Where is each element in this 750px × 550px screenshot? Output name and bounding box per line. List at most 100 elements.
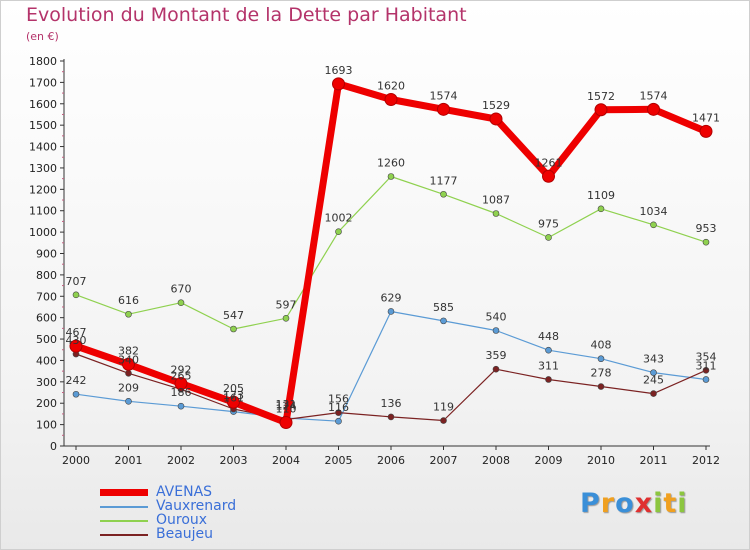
data-point (335, 228, 342, 235)
data-point (125, 310, 132, 318)
data-label: 110 (276, 402, 297, 415)
data-label: 1109 (587, 189, 615, 202)
logo-letter: o (615, 488, 635, 519)
data-label: 1529 (482, 99, 510, 112)
logo-letter: P (580, 488, 601, 519)
x-tick-label: 2000 (62, 454, 90, 467)
data-point (177, 402, 185, 410)
legend-item: AVENAS (100, 484, 300, 500)
data-point (125, 369, 132, 377)
data-point (597, 205, 605, 213)
y-tick-label: 1000 (29, 226, 57, 239)
data-point (384, 93, 398, 106)
legend-swatch (100, 534, 148, 536)
data-label: 292 (171, 364, 192, 377)
y-tick-label: 600 (36, 312, 57, 325)
data-label: 343 (643, 353, 664, 366)
x-tick-label: 2009 (535, 454, 563, 467)
data-point (647, 102, 660, 116)
logo-letter: r (600, 488, 616, 519)
data-point (542, 169, 555, 183)
legend-item: Vauxrenard (100, 498, 300, 514)
data-label: 1620 (377, 80, 405, 93)
y-tick-label: 100 (36, 419, 57, 432)
y-tick-label: 800 (36, 269, 57, 282)
data-point (227, 395, 240, 409)
data-point (597, 355, 605, 363)
proxiti-logo: Proxiti (580, 488, 688, 519)
chart-title: Evolution du Montant de la Dette par Hab… (26, 4, 467, 26)
data-point (122, 357, 135, 371)
logo-letter: i (677, 488, 688, 519)
data-label: 1572 (587, 90, 615, 103)
data-label: 1260 (377, 157, 405, 170)
x-tick-label: 2004 (272, 454, 300, 467)
logo-letter: i (653, 488, 664, 519)
data-point (702, 376, 710, 383)
x-tick-label: 2008 (482, 454, 510, 467)
y-tick-label: 1400 (29, 141, 57, 154)
data-point (72, 291, 80, 299)
x-tick-label: 2002 (167, 454, 195, 467)
data-point (594, 103, 608, 117)
data-label: 116 (328, 401, 349, 414)
data-label: 131 (276, 398, 297, 411)
data-point (174, 377, 188, 391)
data-point (440, 190, 447, 198)
data-label: 448 (538, 330, 559, 343)
x-tick-label: 2001 (115, 454, 143, 467)
data-point (440, 417, 447, 424)
data-label: 359 (486, 349, 507, 362)
data-label: 408 (591, 339, 612, 352)
y-tick-label: 500 (36, 333, 57, 346)
legend-label: AVENAS (156, 484, 213, 500)
y-tick-label: 1500 (29, 119, 57, 132)
x-tick-label: 2011 (640, 454, 668, 467)
data-label: 340 (118, 353, 139, 366)
data-label: 136 (381, 397, 402, 410)
data-label: 245 (643, 374, 664, 387)
data-point (437, 102, 450, 116)
y-tick-label: 1800 (29, 55, 57, 68)
data-point (230, 325, 237, 333)
legend-label: Ouroux (156, 512, 208, 528)
data-label: 382 (118, 344, 139, 357)
data-point (702, 366, 710, 374)
y-tick-label: 1600 (29, 98, 57, 111)
data-label: 1002 (325, 212, 353, 225)
data-point (387, 308, 395, 315)
data-label: 119 (433, 401, 454, 414)
y-tick-label: 200 (36, 397, 57, 410)
y-tick-label: 1300 (29, 162, 57, 175)
data-label: 1177 (430, 174, 458, 187)
data-label: 975 (538, 217, 559, 230)
data-label: 953 (696, 222, 717, 235)
y-tick-label: 400 (36, 354, 57, 367)
data-label: 209 (118, 381, 139, 394)
data-point (650, 369, 657, 376)
data-label: 156 (328, 393, 349, 406)
data-label: 670 (171, 283, 192, 296)
x-tick-label: 2010 (587, 454, 615, 467)
data-label: 1574 (430, 89, 458, 102)
data-point (332, 77, 345, 91)
y-tick-label: 700 (36, 290, 57, 303)
data-label: 173 (223, 389, 244, 402)
logo-letter: x (634, 488, 654, 519)
data-label: 1693 (325, 64, 353, 77)
legend-swatch (100, 520, 148, 522)
data-point (492, 327, 500, 334)
data-label: 278 (591, 367, 612, 380)
x-tick-label: 2006 (377, 454, 405, 467)
data-label: 124 (276, 399, 297, 412)
y-tick-label: 1100 (29, 205, 57, 218)
data-label: 265 (171, 369, 192, 382)
data-point (492, 210, 500, 217)
data-point (282, 315, 290, 322)
data-label: 547 (223, 309, 244, 322)
y-tick-label: 1200 (29, 183, 57, 196)
y-tick-label: 0 (50, 440, 57, 453)
y-tick-label: 1700 (29, 76, 57, 89)
data-point (702, 238, 710, 246)
